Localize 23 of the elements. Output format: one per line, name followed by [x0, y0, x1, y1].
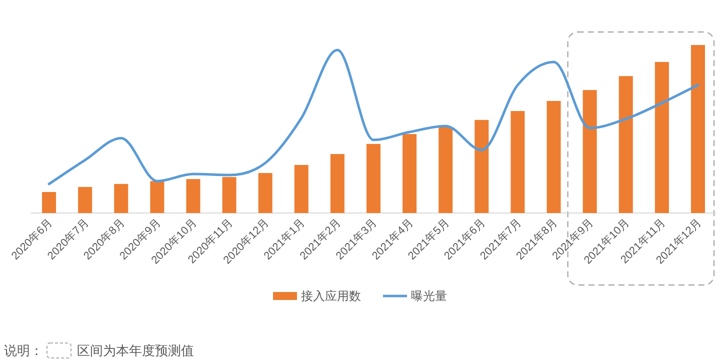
legend-label: 曝光量 [411, 289, 447, 303]
bar [150, 181, 164, 213]
bar [294, 164, 308, 213]
bar [438, 126, 453, 213]
bar [402, 134, 417, 213]
bar [582, 90, 597, 213]
bar [366, 144, 380, 213]
text: 说明： [4, 343, 43, 358]
bar [474, 120, 489, 213]
text: 区间为本年度预测值 [77, 343, 194, 358]
bar [510, 111, 525, 213]
bar [330, 154, 344, 213]
bar [690, 45, 705, 213]
bar [546, 100, 561, 213]
bar [42, 192, 56, 213]
bar [78, 186, 92, 213]
bar [654, 62, 669, 213]
bar [186, 179, 200, 213]
bar [222, 177, 236, 213]
bar [618, 76, 633, 213]
bar [258, 173, 272, 213]
legend-label: 接入应用数 [301, 289, 361, 303]
bar [114, 184, 128, 213]
